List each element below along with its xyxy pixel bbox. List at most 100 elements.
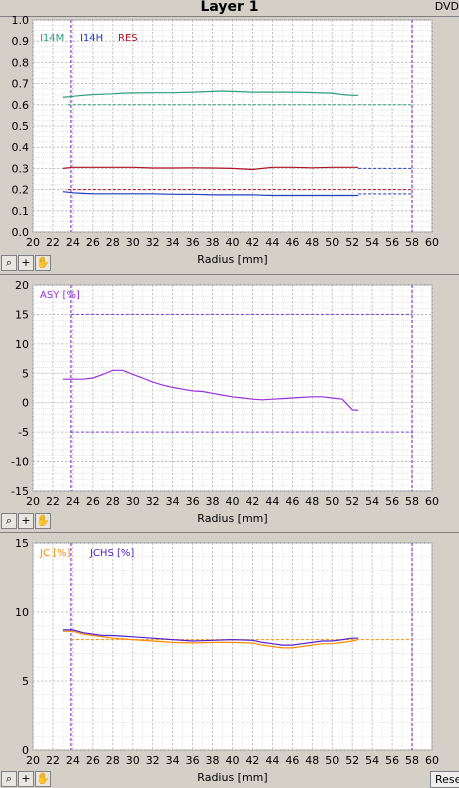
y-tick-label: 0.9: [12, 35, 30, 48]
x-tick-label: 20: [26, 754, 40, 767]
x-tick-label: 40: [226, 236, 240, 249]
x-tick-label: 44: [265, 495, 279, 508]
x-tick-label: 56: [385, 754, 399, 767]
x-tick-label: 42: [245, 754, 259, 767]
zoom-icon[interactable]: ⌕: [1, 513, 17, 529]
x-axis-label: Radius [mm]: [197, 253, 267, 266]
pan-hand-icon[interactable]: ✋: [35, 513, 51, 529]
x-tick-label: 50: [325, 495, 339, 508]
x-tick-label: 58: [405, 495, 419, 508]
legend-entry: I14M: [40, 33, 64, 44]
y-tick-label: 5: [22, 367, 29, 380]
x-tick-label: 28: [106, 236, 120, 249]
x-tick-label: 54: [365, 754, 379, 767]
pan-hand-icon[interactable]: ✋: [35, 771, 51, 787]
x-tick-label: 22: [46, 495, 60, 508]
series-line-1: [62, 90, 359, 98]
x-tick-label: 44: [265, 754, 279, 767]
x-tick-label: 48: [305, 495, 319, 508]
legend-entry: RES: [118, 33, 138, 44]
y-tick-label: 0: [22, 397, 29, 410]
x-tick-label: 36: [186, 236, 200, 249]
y-tick-label: 0: [22, 744, 29, 757]
x-tick-label: 52: [345, 236, 359, 249]
x-tick-label: 40: [226, 754, 240, 767]
x-tick-label: 30: [126, 495, 140, 508]
crosshair-icon[interactable]: +: [18, 513, 34, 529]
series-line-1: [62, 369, 359, 411]
y-tick-label: 15: [15, 308, 29, 321]
x-tick-label: 36: [186, 754, 200, 767]
format-label: DVD: [434, 0, 459, 13]
chart-2: ASY [%] -15 -10 -5 0 5 10 15 20 20 22 24 26 28 30 32 34 3…: [0, 274, 459, 528]
plot-area: [32, 542, 433, 751]
x-tick-label: 48: [305, 754, 319, 767]
chart-2-toolbar: ⌕ + ✋: [1, 513, 51, 529]
x-tick-label: 24: [66, 236, 80, 249]
legend-entry: JC [%]: [39, 548, 71, 559]
y-tick-label: 0.8: [12, 56, 30, 69]
x-tick-label: 34: [166, 495, 180, 508]
legend-entry: JCHS [%]: [89, 548, 134, 559]
x-tick-label: 38: [206, 236, 220, 249]
x-tick-label: 36: [186, 495, 200, 508]
crosshair-icon[interactable]: +: [18, 771, 34, 787]
x-tick-label: 46: [285, 236, 299, 249]
x-tick-label: 32: [146, 754, 160, 767]
x-tick-label: 52: [345, 754, 359, 767]
series-line-2: [62, 629, 359, 646]
zoom-icon[interactable]: ⌕: [1, 255, 17, 271]
series-line-3: [62, 166, 359, 171]
x-tick-label: 52: [345, 495, 359, 508]
x-tick-label: 60: [425, 754, 439, 767]
x-tick-label: 26: [86, 495, 100, 508]
x-tick-label: 46: [285, 754, 299, 767]
x-tick-label: 48: [305, 236, 319, 249]
y-tick-label: 0.4: [12, 141, 30, 154]
y-tick-label: -10: [11, 456, 29, 469]
y-tick-label: 20: [15, 279, 29, 292]
pan-hand-icon[interactable]: ✋: [35, 255, 51, 271]
legend-entry: I14H: [80, 33, 103, 44]
x-tick-label: 54: [365, 236, 379, 249]
y-tick-label: 0.3: [12, 162, 30, 175]
x-axis-label: Radius [mm]: [197, 771, 267, 784]
x-tick-label: 24: [66, 754, 80, 767]
reset-button[interactable]: Reset: [430, 771, 459, 788]
x-tick-label: 30: [126, 236, 140, 249]
x-tick-label: 38: [206, 754, 220, 767]
x-tick-label: 42: [245, 236, 259, 249]
chart-3: JC [%] JCHS [%] 0 5 10 15 20 22 24 26 28 30 32 34 36 38…: [0, 532, 459, 786]
y-tick-label: 15: [15, 537, 29, 550]
x-tick-label: 28: [106, 495, 120, 508]
chart-1-toolbar: ⌕ + ✋: [1, 255, 51, 271]
y-tick-label: 1.0: [12, 14, 30, 27]
x-tick-label: 58: [405, 236, 419, 249]
x-tick-label: 20: [26, 236, 40, 249]
x-tick-label: 26: [86, 754, 100, 767]
legend-entry: ASY [%]: [40, 290, 80, 301]
series-line-2: [62, 191, 359, 197]
x-tick-label: 60: [425, 236, 439, 249]
x-tick-label: 50: [325, 754, 339, 767]
x-tick-label: 24: [66, 495, 80, 508]
x-tick-label: 42: [245, 495, 259, 508]
crosshair-icon[interactable]: +: [18, 255, 34, 271]
y-tick-label: 0.1: [12, 205, 30, 218]
x-tick-label: 32: [146, 236, 160, 249]
series-line-1: [62, 630, 359, 649]
x-tick-label: 22: [46, 754, 60, 767]
x-tick-label: 56: [385, 495, 399, 508]
x-tick-label: 20: [26, 495, 40, 508]
y-tick-label: -15: [11, 485, 29, 498]
x-tick-label: 58: [405, 754, 419, 767]
x-tick-label: 44: [265, 236, 279, 249]
x-tick-label: 28: [106, 754, 120, 767]
x-tick-label: 34: [166, 236, 180, 249]
y-tick-label: -5: [18, 426, 29, 439]
zoom-icon[interactable]: ⌕: [1, 771, 17, 787]
x-tick-label: 60: [425, 495, 439, 508]
y-tick-label: 0.0: [12, 226, 30, 239]
x-tick-label: 26: [86, 236, 100, 249]
